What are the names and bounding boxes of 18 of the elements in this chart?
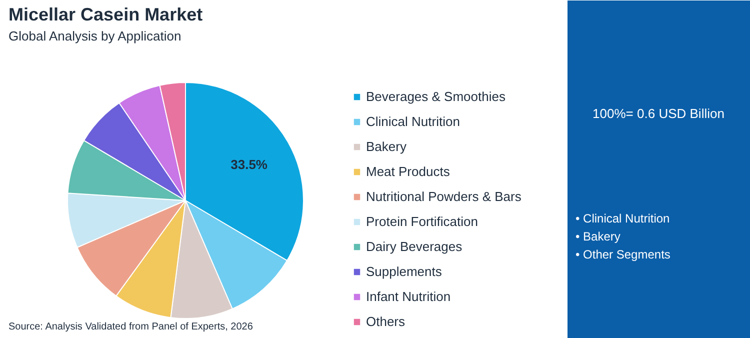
legend-label: Infant Nutrition [366,288,451,305]
source-note: Source: Analysis Validated from Panel of Experts, 2026 [8,322,254,332]
chart-subtitle: Global Analysis by Application [8,28,182,44]
legend-label: Dairy Beverages [366,238,462,255]
legend-label: Others [366,313,406,330]
legend-label: Meat Products [366,163,450,180]
legend-label: Nutritional Powders & Bars [366,188,522,205]
legend-label: Supplements [366,263,442,280]
data-label: 33.5% [230,156,268,172]
text: • Clinical Nutrition [576,212,670,226]
text: 100%= 0.6 USD Billion [592,106,724,121]
chart-title: Micellar Casein Market [8,4,203,24]
legend-label: Bakery [366,138,406,155]
text: • Bakery [576,230,620,244]
legend-label: Clinical Nutrition [366,113,460,130]
text: • Other Segments [576,248,670,262]
legend-label: Beverages & Smoothies [366,88,506,105]
legend-label: Protein Fortification [366,213,478,230]
